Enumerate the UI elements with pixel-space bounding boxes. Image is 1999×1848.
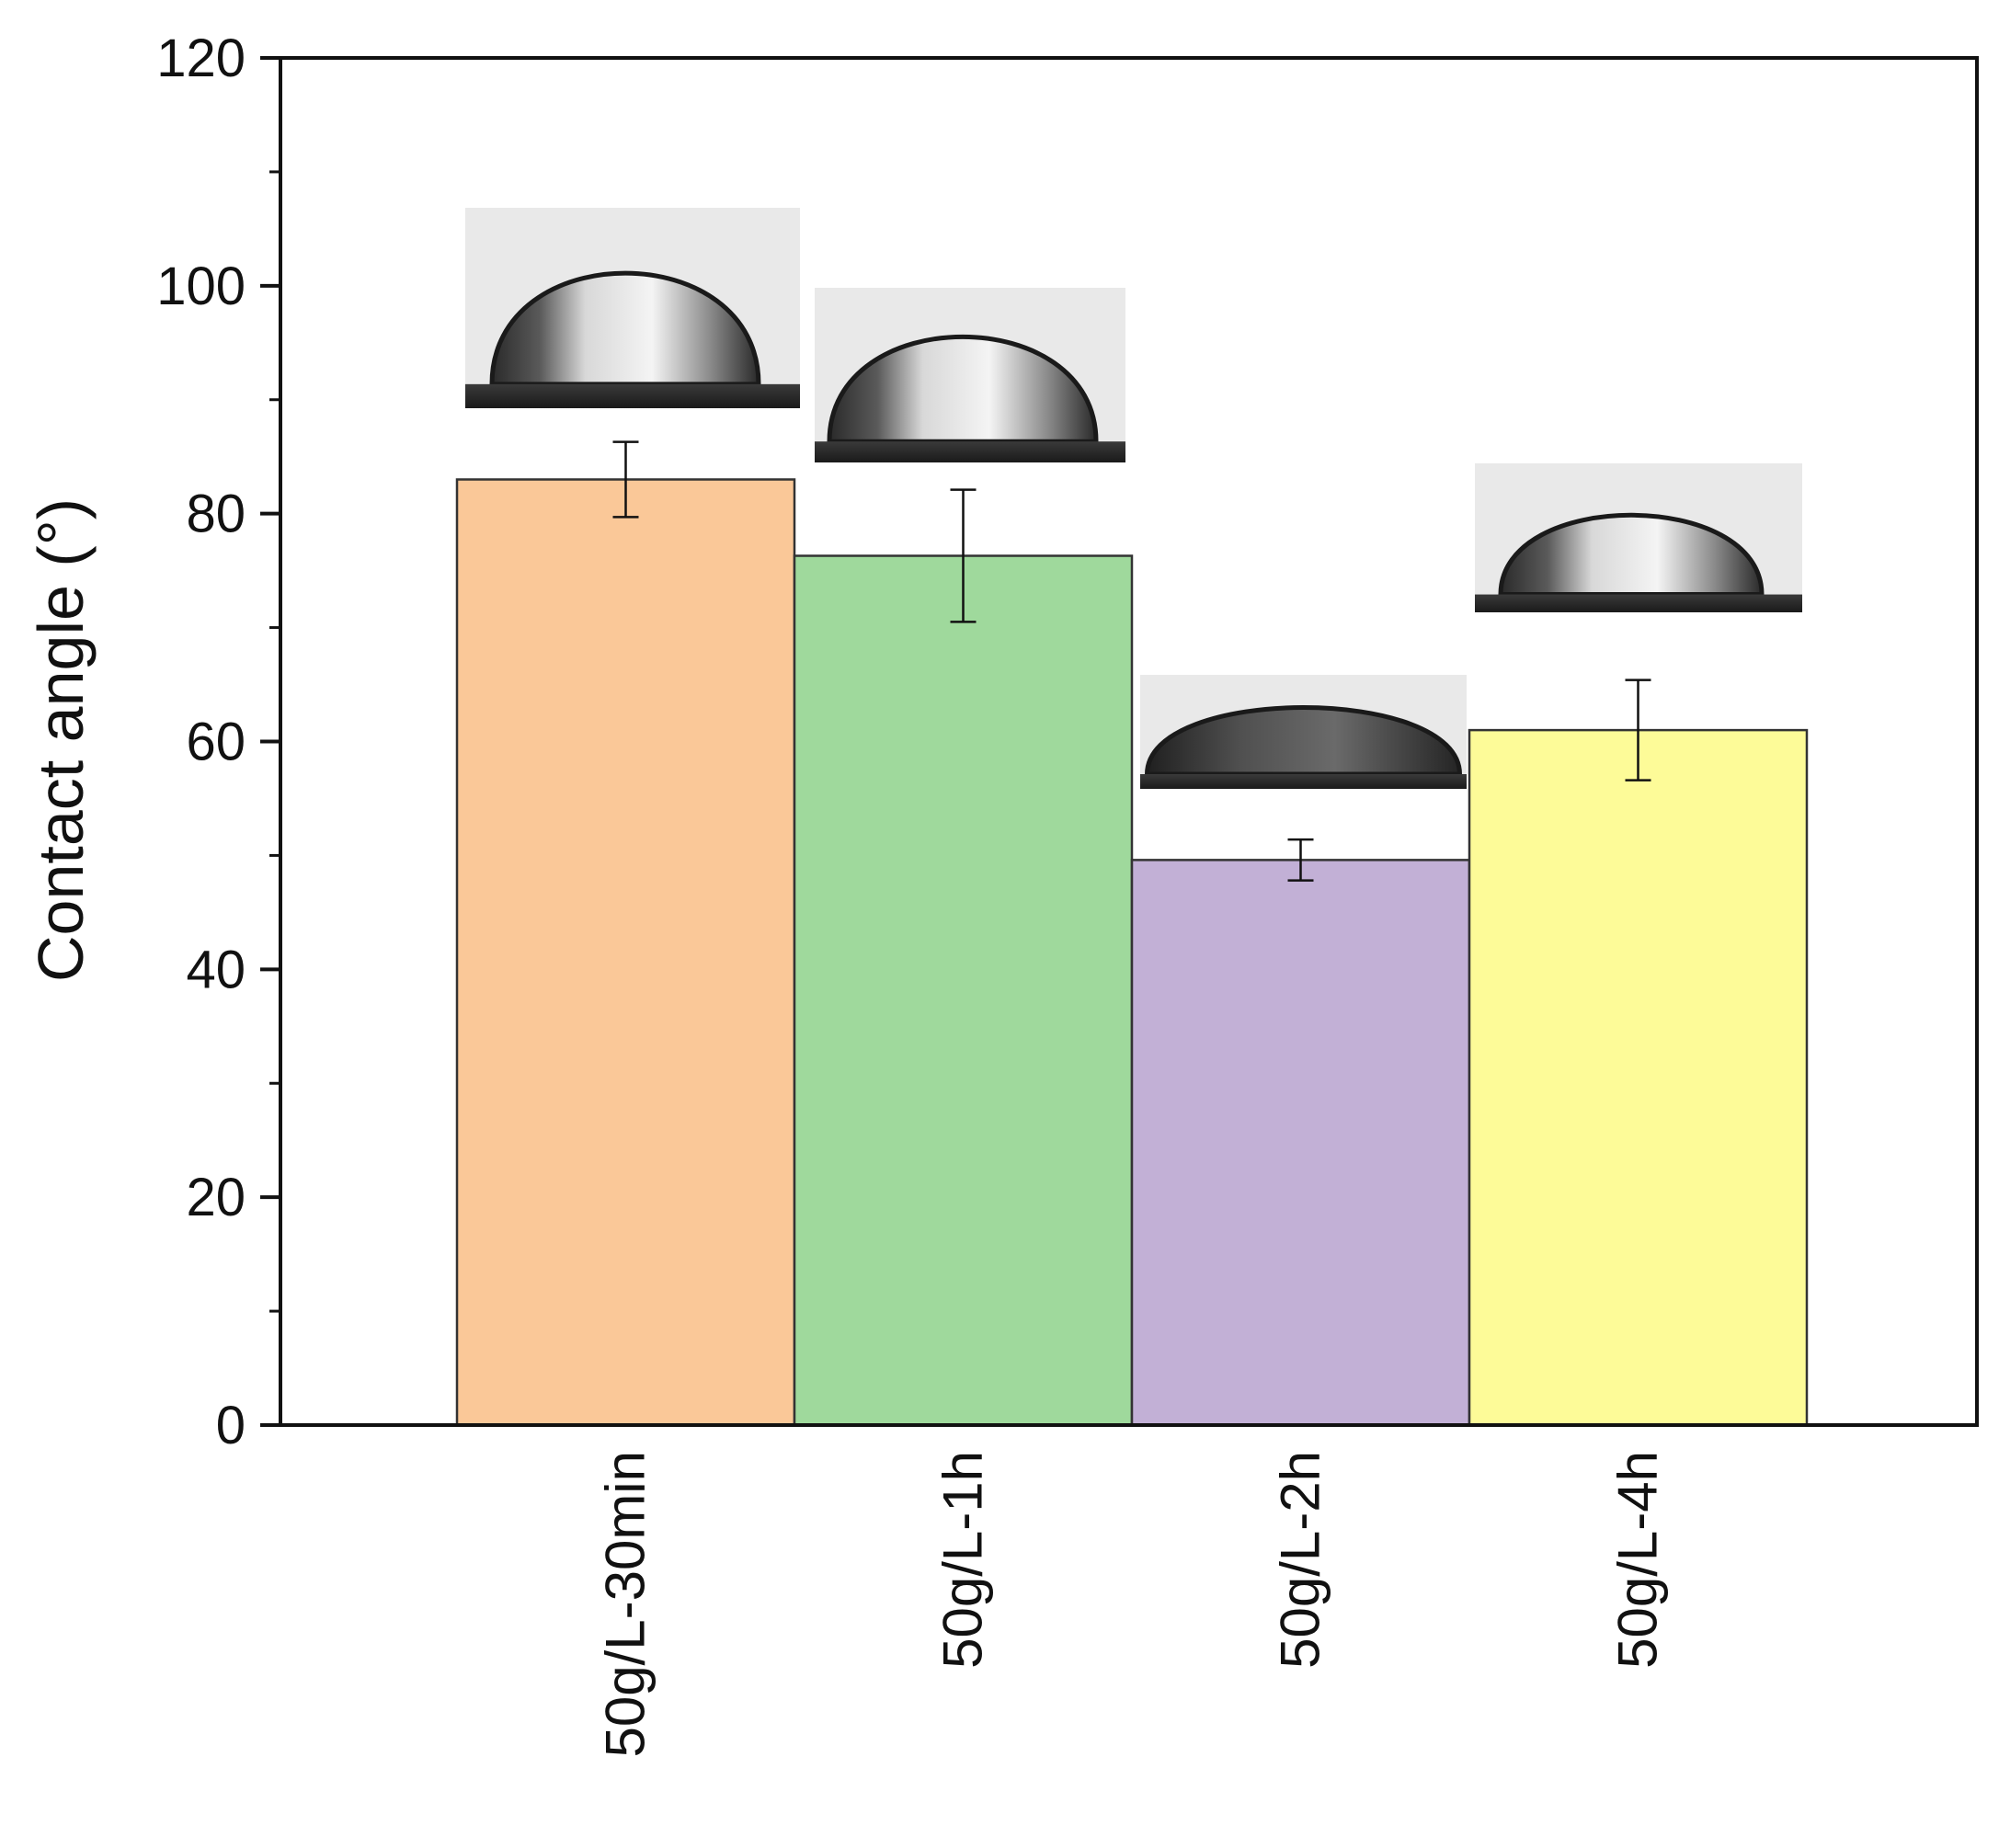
y-tick-label: 20 [186,1168,246,1227]
y-axis-title: Contact angle (°) [25,498,97,982]
substrate [1475,594,1802,612]
category-label-3: 50g/L-2h [1270,1451,1331,1669]
y-tick-label: 60 [186,713,246,772]
water-droplet [827,335,1099,444]
water-droplet [1144,705,1463,777]
bars [455,478,1809,1427]
droplet-photo-4 [1475,463,1802,612]
y-tick-label: 80 [186,485,246,544]
y-axis: 0 20 40 60 80 100 120 [156,29,280,1455]
y-tick-label: 0 [216,1396,246,1455]
error-bars [612,440,1651,882]
water-droplet [489,270,761,387]
x-axis: 50g/L-30min 50g/L-1h 50g/L-2h 50g/L-4h [595,1451,1669,1758]
droplet-photo-1 [465,208,800,408]
category-label-4: 50g/L-4h [1607,1451,1669,1669]
bar-1 [455,478,796,1427]
water-droplet [1498,512,1765,598]
category-label-2: 50g/L-1h [932,1451,994,1669]
y-tick-label: 100 [156,257,246,316]
category-label-1: 50g/L-30min [595,1451,657,1758]
bar-4 [1468,728,1809,1427]
substrate [1140,774,1467,789]
substrate [815,441,1125,462]
substrate [465,383,800,408]
droplet-photo-3 [1140,675,1467,789]
bar-2 [793,554,1134,1427]
droplet-photo-2 [815,288,1125,462]
bar-3 [1130,859,1471,1427]
y-tick-label: 40 [186,940,246,999]
y-tick-label: 120 [156,29,246,88]
droplet-insets [465,208,1802,789]
